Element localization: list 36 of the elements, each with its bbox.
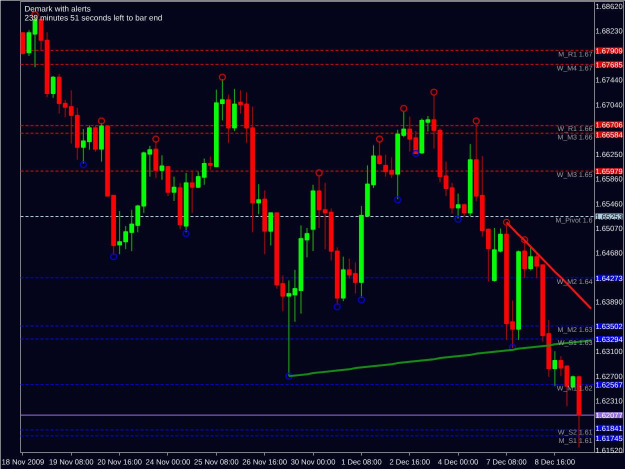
candlestick: [93, 124, 98, 152]
candlestick: [172, 176, 176, 202]
candlestick: [160, 154, 164, 180]
candlestick: [552, 350, 558, 387]
candlestick: [268, 212, 274, 246]
chart-title: Demark with alerts: [24, 4, 91, 14]
point: [358, 296, 366, 304]
candlestick: [528, 246, 534, 271]
point: [80, 161, 87, 168]
point: [508, 344, 516, 352]
point: [376, 136, 384, 143]
candlestick: [208, 156, 213, 170]
point: [430, 88, 438, 96]
point: [182, 230, 190, 238]
point: [412, 150, 420, 158]
point: [502, 218, 510, 226]
candlestick: [462, 203, 467, 218]
point: [110, 253, 118, 260]
candlestick: [20, 32, 26, 56]
candlestick: [190, 171, 195, 214]
point: [454, 216, 462, 223]
point: [285, 372, 292, 380]
text: 239 minutes 51 seconds left to bar end: [24, 14, 162, 22]
candlestick: [256, 184, 262, 215]
point: [400, 104, 408, 112]
point: [521, 236, 528, 244]
candlestick: [232, 88, 237, 132]
candlestick: [50, 75, 56, 98]
point: [394, 196, 402, 204]
point: [334, 303, 341, 310]
point: [316, 169, 323, 176]
line-series: [288, 340, 592, 378]
point: [152, 136, 160, 143]
point: [98, 117, 106, 125]
point: [218, 74, 226, 81]
point: [472, 117, 480, 125]
